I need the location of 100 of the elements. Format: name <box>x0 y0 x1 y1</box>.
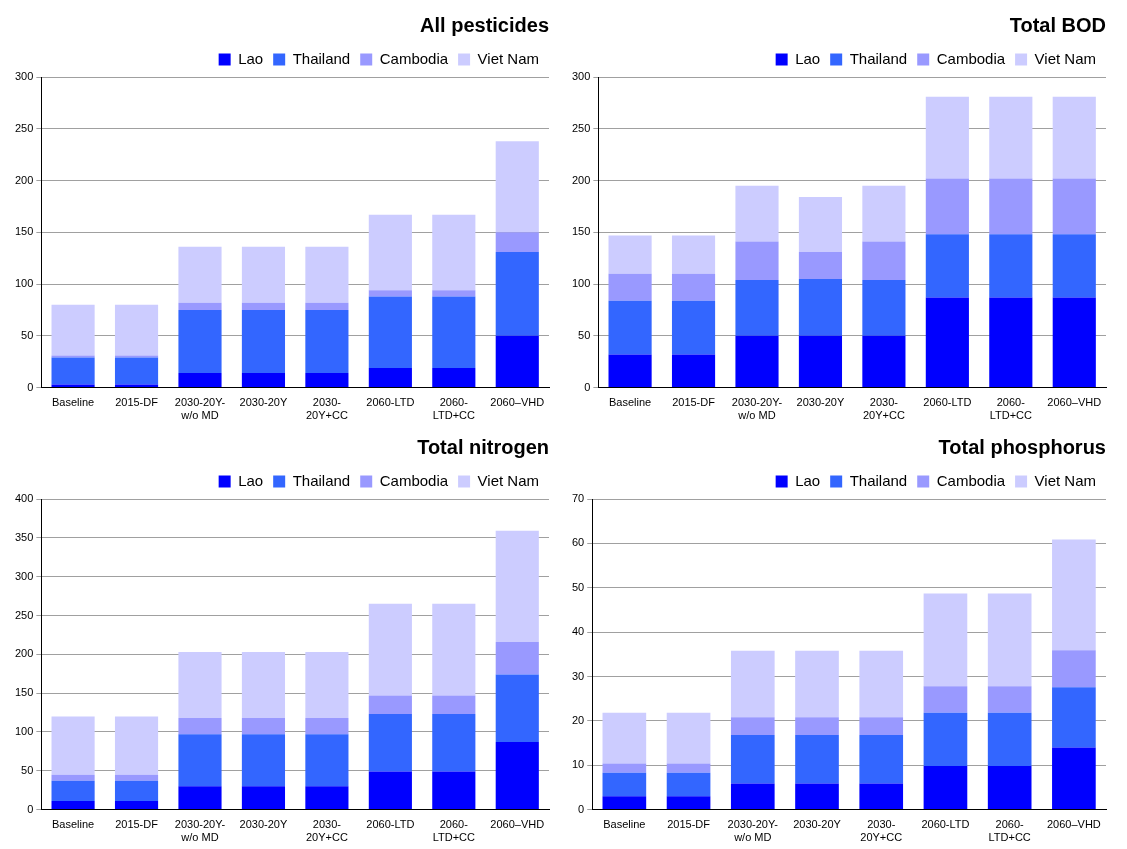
bar <box>735 185 779 242</box>
bar <box>1052 234 1096 298</box>
y-tick-label: 150 <box>571 225 591 238</box>
bar <box>925 297 969 388</box>
bar <box>798 251 843 279</box>
bar <box>241 246 286 303</box>
bar <box>602 796 647 810</box>
y-tick-label: 30 <box>571 669 585 682</box>
y-tick-label: 0 <box>584 380 591 393</box>
bar <box>798 278 843 336</box>
x-tick-label: 2030-20Y+CC <box>862 396 905 422</box>
bar <box>989 297 1033 388</box>
bar <box>859 650 904 718</box>
bar <box>51 355 95 358</box>
bar <box>432 290 476 297</box>
bar <box>495 251 539 336</box>
bar <box>1052 297 1096 388</box>
bar <box>987 593 1032 687</box>
bar <box>432 603 476 696</box>
bar <box>432 367 476 388</box>
bar <box>987 712 1032 767</box>
y-tick-label: 0 <box>27 802 34 815</box>
y-tick-label: 150 <box>14 686 34 699</box>
y-tick-label: 70 <box>571 492 585 505</box>
bar <box>666 712 711 764</box>
x-tick-label: Baseline <box>51 818 95 831</box>
x-tick-label: Baseline <box>608 396 652 409</box>
y-tick-label: 300 <box>571 70 591 83</box>
x-tick-label: 2060–VHD <box>490 396 545 409</box>
bar <box>798 335 843 388</box>
bar <box>1052 539 1096 651</box>
bar <box>666 763 711 773</box>
y-tick-label: 100 <box>571 277 591 290</box>
y-tick-label: 150 <box>14 225 34 238</box>
bar <box>862 241 906 280</box>
bar <box>987 766 1032 810</box>
x-tick-label: 2015-DF <box>115 396 159 409</box>
bar <box>241 734 286 787</box>
bar <box>923 593 968 687</box>
y-tick-label: 300 <box>14 569 34 582</box>
bar <box>923 686 968 713</box>
bar <box>51 780 95 802</box>
bar <box>114 357 159 385</box>
y-tick-label: 200 <box>571 173 591 186</box>
bar <box>859 717 904 736</box>
bar <box>432 771 476 810</box>
x-tick-label: 2030-20Y-w/o MD <box>174 396 226 422</box>
bar <box>989 96 1033 179</box>
bar <box>51 357 95 385</box>
chart-title: All pesticides <box>420 13 549 36</box>
y-tick-label: 0 <box>578 802 585 815</box>
bar <box>1052 687 1096 748</box>
bar <box>368 603 412 696</box>
bar <box>51 716 95 775</box>
legend-label: Viet Nam <box>1034 49 1097 67</box>
x-tick-label: 2060-LTD+CC <box>988 818 1031 844</box>
bar <box>51 304 95 356</box>
y-tick-label: 250 <box>571 121 591 134</box>
bar <box>602 712 647 764</box>
y-tick-label: 200 <box>14 647 34 660</box>
bar <box>730 650 775 718</box>
x-tick-label: 2030-20Y <box>793 818 842 831</box>
x-tick-label: 2015-DF <box>115 818 159 831</box>
y-tick-label: 0 <box>27 380 34 393</box>
bar <box>178 651 222 718</box>
bar <box>795 717 839 736</box>
bar <box>495 232 539 252</box>
bar <box>671 300 716 355</box>
bar <box>114 304 159 356</box>
bar <box>671 273 716 301</box>
legend-label: Lao <box>238 49 264 67</box>
bar <box>51 384 95 388</box>
bar <box>114 780 159 802</box>
x-tick-label: 2060–VHD <box>1047 396 1102 409</box>
bar <box>495 742 539 810</box>
x-tick-label: 2060–VHD <box>1046 818 1101 831</box>
bar <box>923 712 968 767</box>
legend-label: Viet Nam <box>477 49 540 67</box>
bar <box>925 234 969 298</box>
bar <box>495 141 539 233</box>
bar <box>1052 178 1096 235</box>
bar <box>51 774 95 781</box>
bar <box>1052 650 1096 688</box>
bar <box>989 178 1033 235</box>
bar <box>608 354 652 388</box>
bar <box>862 335 906 388</box>
bar <box>666 772 711 797</box>
bar <box>178 373 222 388</box>
x-tick-label: 2060-LTD <box>366 396 415 409</box>
x-tick-label: 2015-DF <box>667 818 711 831</box>
x-tick-label: 2060-LTD <box>921 818 970 831</box>
y-tick-label: 20 <box>571 713 585 726</box>
bar <box>602 772 647 797</box>
bar <box>862 185 906 242</box>
bar <box>305 373 349 388</box>
legend-label: Lao <box>795 471 821 489</box>
chart-title: Total BOD <box>1009 13 1106 36</box>
bar <box>798 197 843 252</box>
bar <box>305 651 349 718</box>
bar <box>730 717 775 736</box>
